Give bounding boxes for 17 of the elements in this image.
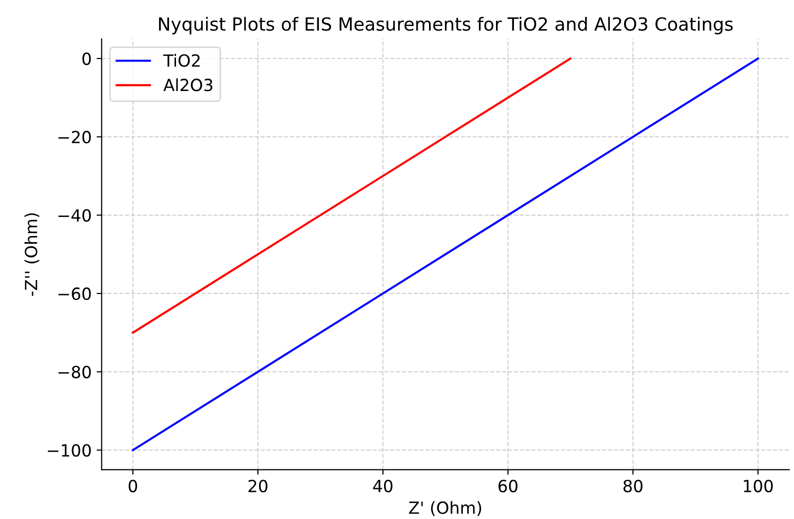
x-tick-label: 60 [498, 480, 518, 492]
y-tick-label: −40 [58, 209, 91, 222]
y-tick-label: −100 [48, 444, 91, 457]
y-tick-label: −20 [58, 130, 91, 144]
y-tick-label: −60 [58, 287, 91, 300]
x-axis-title: Z' (Ohm) [409, 501, 482, 516]
x-tick-label: 20 [248, 480, 268, 492]
y-tick-label: 0 [82, 52, 91, 66]
legend-label: Al2O3 [163, 78, 212, 92]
x-tick-label: 100 [744, 480, 773, 492]
y-tick-label: −80 [58, 366, 91, 378]
x-tick-label: 0 [128, 480, 138, 492]
x-tick-label: 40 [373, 480, 392, 492]
x-tick-label: 80 [623, 480, 642, 492]
y-axis-title: -Z'' (Ohm) [24, 213, 40, 296]
legend-label: TiO2 [163, 54, 200, 67]
chart-title: Nyquist Plots of EIS Measurements for TiO2 and Al2O3 Coatings [159, 16, 733, 34]
